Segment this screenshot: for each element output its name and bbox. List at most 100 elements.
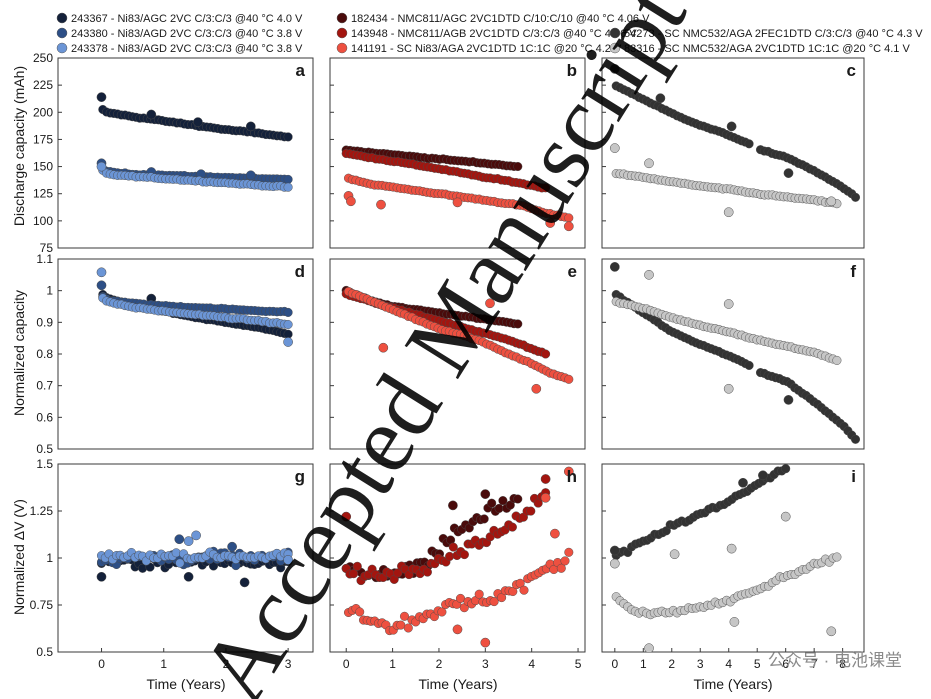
legend-marker-243378 bbox=[56, 42, 68, 54]
point-e-141191 bbox=[564, 374, 574, 384]
panel-letter-g: g bbox=[295, 467, 305, 486]
panel-letter-h: h bbox=[567, 467, 577, 486]
point-h-141191 bbox=[556, 563, 566, 573]
point-h-141191 bbox=[403, 623, 413, 633]
outlier-h-143948-1 bbox=[540, 474, 551, 484]
series-b-143948 bbox=[341, 148, 551, 193]
outlier-h-141191-4 bbox=[540, 492, 551, 503]
series-d-243378 bbox=[96, 267, 293, 347]
outlier-i-83316-5 bbox=[826, 626, 837, 637]
series-e-141191 bbox=[343, 286, 574, 394]
panel-letter-i: i bbox=[851, 467, 856, 486]
y-tick-label-d-0: 0.5 bbox=[36, 442, 53, 456]
outlier-c-54273-1 bbox=[655, 93, 666, 104]
outlier-i-83316-0 bbox=[609, 558, 620, 569]
series-f-83316 bbox=[611, 269, 842, 394]
outlier-i-54273-1 bbox=[738, 477, 748, 488]
outlier-h-182434-1 bbox=[480, 489, 491, 499]
legend-entry-141191: 141191 - SC Ni83/AGA 2VC1DTD 1C:1C @20 °… bbox=[336, 42, 622, 55]
point-h-141191 bbox=[399, 611, 410, 621]
outlier-c-54273-3 bbox=[783, 168, 794, 178]
series-i-54273 bbox=[609, 464, 791, 560]
panel-b: b bbox=[329, 57, 586, 249]
outlier-g-243378-0 bbox=[191, 530, 201, 541]
legend-entry-243380: 243380 - Ni83/AGD 2VC C/3:C/3 @40 °C 3.8… bbox=[56, 27, 303, 40]
outlier-h-182434-0 bbox=[448, 500, 458, 511]
outlier-f-83316-1 bbox=[723, 383, 734, 394]
point-h-143948 bbox=[448, 542, 458, 552]
point-a-243380 bbox=[283, 174, 293, 184]
marker-layer-h bbox=[341, 466, 574, 648]
outlier-e-141191-2 bbox=[531, 383, 542, 394]
x-tick-label-i-7: 7 bbox=[811, 657, 818, 671]
panel-h: 0 1 2 3 4 5 h bbox=[329, 463, 586, 671]
legend-marker-83316 bbox=[609, 42, 621, 54]
outlier-i-54273-0 bbox=[609, 545, 620, 556]
panel-a: 75 100 125 150 175 200 225 250 a bbox=[33, 51, 314, 255]
panel-g: 0.5 0.75 1 1.25 1.5 0 1 2 3 g bbox=[30, 457, 314, 671]
outlier-b-141191-1 bbox=[346, 196, 356, 207]
panel-frame-d bbox=[57, 258, 314, 450]
outlier-f-54273-1 bbox=[783, 395, 794, 405]
y-tick-label-a-6: 225 bbox=[33, 78, 53, 92]
series-g-243378 bbox=[96, 530, 293, 568]
y-axis-title-normalized-capacity: Normalized capacity bbox=[11, 290, 27, 416]
outlier-f-83316-0 bbox=[644, 269, 654, 280]
legend-entry-182434: 182434 - NMC811/AGC 2VC1DTD C/10:C/10 @4… bbox=[336, 12, 650, 25]
legend-label-182434: 182434 - NMC811/AGC 2VC1DTD C/10:C/10 @4… bbox=[351, 13, 650, 25]
point-h-143948 bbox=[422, 567, 432, 577]
y-tick-label-a-0: 75 bbox=[40, 241, 54, 255]
legend-entry-243367: 243367 - Ni83/AGC 2VC C/3:C/3 @40 °C 4.0… bbox=[56, 12, 303, 25]
point-h-141191 bbox=[437, 607, 447, 617]
y-tick-label-a-3: 150 bbox=[33, 160, 53, 174]
legend-label-143948: 143948 - NMC811/AGB 2VC1DTD C/3:C/3 @40 … bbox=[351, 28, 637, 40]
point-h-141191 bbox=[396, 620, 406, 630]
y-tick-label-d-6: 1.1 bbox=[36, 252, 53, 266]
point-f-54273 bbox=[850, 434, 861, 444]
x-tick-label-i-3: 3 bbox=[697, 657, 704, 671]
outlier-a-243367-2 bbox=[193, 117, 203, 127]
point-h-182434 bbox=[487, 498, 497, 508]
outlier-a-243378-0 bbox=[96, 161, 107, 172]
point-h-143948 bbox=[352, 561, 362, 571]
legend-group-2: 182434 - NMC811/AGC 2VC1DTD C/10:C/10 @4… bbox=[336, 12, 650, 55]
series-i-83316 bbox=[609, 511, 842, 652]
y-tick-label-a-7: 250 bbox=[33, 51, 53, 65]
marker-layer-e bbox=[341, 285, 574, 394]
panel-f: f bbox=[601, 258, 865, 450]
point-h-143948 bbox=[526, 506, 536, 516]
point-h-182434 bbox=[479, 514, 489, 524]
outlier-c-54273-0 bbox=[609, 64, 620, 74]
outlier-h-141191-3 bbox=[452, 624, 463, 635]
outlier-c-54273-2 bbox=[726, 121, 737, 132]
panel-e: e bbox=[329, 258, 586, 450]
y-tick-label-g-0: 0.5 bbox=[36, 645, 53, 659]
outlier-b-141191-2 bbox=[376, 199, 386, 210]
legend-label-243380: 243380 - Ni83/AGD 2VC C/3:C/3 @40 °C 3.8… bbox=[71, 28, 303, 40]
point-i-83316 bbox=[832, 552, 842, 562]
y-tick-label-g-4: 1.5 bbox=[36, 457, 53, 471]
series-b-141191 bbox=[343, 173, 574, 232]
outlier-i-83316-1 bbox=[644, 643, 654, 652]
y-tick-label-d-1: 0.6 bbox=[36, 410, 53, 424]
outlier-a-243367-1 bbox=[146, 109, 157, 120]
point-d-243378 bbox=[283, 319, 293, 330]
point-c-54273 bbox=[744, 139, 754, 149]
legend-group-3: 54273 - SC NMC532/AGA 2FEC1DTD C/3:C/3 @… bbox=[609, 27, 923, 55]
point-h-143948 bbox=[459, 550, 469, 560]
outlier-e-141191-1 bbox=[485, 298, 495, 309]
x-tick-label-h-2: 2 bbox=[436, 657, 443, 671]
legend-label-141191: 141191 - SC Ni83/AGA 2VC1DTD 1C:1C @20 °… bbox=[351, 43, 622, 55]
outlier-b-141191-3 bbox=[545, 218, 556, 228]
point-c-54273 bbox=[850, 192, 861, 202]
outlier-i-54273-2 bbox=[758, 470, 768, 481]
panel-letter-d: d bbox=[295, 262, 305, 281]
y-axis-title-normalized-dv: Normalized ΔV (V) bbox=[11, 499, 27, 615]
point-h-141191 bbox=[564, 547, 574, 557]
legend-marker-143948 bbox=[336, 27, 348, 39]
outlier-h-141191-2 bbox=[480, 637, 491, 648]
point-b-182434 bbox=[513, 161, 523, 172]
panel-letter-c: c bbox=[847, 61, 856, 80]
legend-label-243367: 243367 - Ni83/AGC 2VC C/3:C/3 @40 °C 4.0… bbox=[71, 13, 303, 25]
point-a-243378 bbox=[283, 182, 293, 192]
